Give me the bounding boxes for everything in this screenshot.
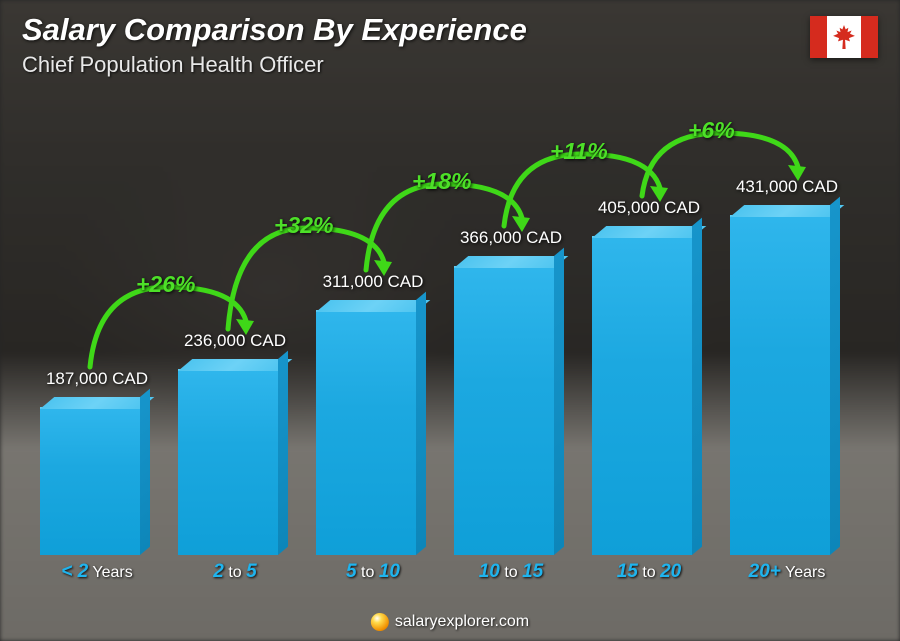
bar xyxy=(316,310,416,555)
bar-x-label: 20+ Years xyxy=(718,561,856,583)
bar xyxy=(178,369,278,555)
bar-value-label: 236,000 CAD xyxy=(184,331,286,351)
increment-pct-label: +18% xyxy=(412,168,471,195)
source-text: salaryexplorer.com xyxy=(395,613,529,631)
bar xyxy=(454,266,554,555)
bar xyxy=(40,407,140,555)
logo-orb-icon xyxy=(371,613,389,631)
increment-pct-label: +11% xyxy=(550,138,608,165)
bar-x-label: 5 to 10 xyxy=(304,561,442,583)
page-title: Salary Comparison By Experience xyxy=(22,12,527,48)
increment-pct-label: +6% xyxy=(688,117,735,144)
bar-value-label: 187,000 CAD xyxy=(46,369,148,389)
bar-x-label: < 2 Years xyxy=(28,561,166,583)
bar-x-label: 2 to 5 xyxy=(166,561,304,583)
bar-value-label: 311,000 CAD xyxy=(323,272,424,292)
maple-leaf-icon xyxy=(833,25,855,49)
bar-value-label: 431,000 CAD xyxy=(736,177,838,197)
bar-x-label: 15 to 20 xyxy=(580,561,718,583)
source-credit: salaryexplorer.com xyxy=(371,613,529,631)
content: Salary Comparison By Experience Chief Po… xyxy=(0,0,900,641)
bar xyxy=(592,236,692,555)
flag-canada-icon xyxy=(810,16,878,58)
bar-x-label: 10 to 15 xyxy=(442,561,580,583)
increment-pct-label: +26% xyxy=(136,271,195,298)
bar xyxy=(730,215,830,555)
bar-value-label: 366,000 CAD xyxy=(460,228,562,248)
bar-value-label: 405,000 CAD xyxy=(598,198,700,218)
increment-pct-label: +32% xyxy=(274,212,333,239)
salary-bar-chart: 187,000 CAD < 2 Years 236,000 CAD 2 to 5 311… xyxy=(28,103,850,583)
page-subtitle: Chief Population Health Officer xyxy=(22,52,324,78)
